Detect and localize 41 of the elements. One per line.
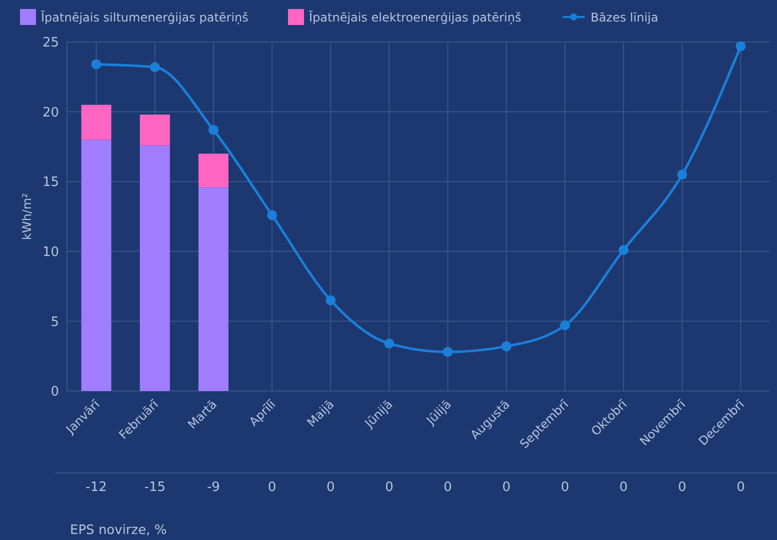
text: 0 <box>326 480 335 495</box>
bar <box>198 187 228 391</box>
point <box>736 41 746 52</box>
y-tick-label: 15 <box>42 175 59 190</box>
text: -15 <box>144 480 166 495</box>
point <box>326 295 336 306</box>
point <box>91 59 102 70</box>
bar <box>81 140 112 391</box>
legend-label: Īpatnējais elektroenerģijas patēriņš <box>309 10 522 24</box>
point <box>267 210 278 220</box>
y-axis-title: kWh/m² <box>20 192 34 240</box>
text: 0 <box>385 480 394 495</box>
point <box>150 62 160 72</box>
point <box>501 341 512 352</box>
point <box>384 338 394 349</box>
y-tick-label: 5 <box>50 314 59 330</box>
text: 0 <box>619 480 628 495</box>
text: 0 <box>678 480 686 495</box>
text: 0 <box>502 480 511 495</box>
point <box>677 170 688 180</box>
point <box>208 124 218 135</box>
legend-label: Bāzes līnija <box>590 10 658 24</box>
y-tick-label: 25 <box>42 36 59 51</box>
y-tick-label: 20 <box>42 105 59 120</box>
bar <box>81 104 112 140</box>
y-tick-label: 10 <box>42 244 59 260</box>
text: 0 <box>736 480 745 495</box>
point <box>442 346 453 357</box>
y-tick-label: 0 <box>50 384 59 400</box>
text: -12 <box>86 480 107 495</box>
point <box>618 245 629 256</box>
bar <box>140 145 170 391</box>
bar <box>198 154 228 188</box>
legend-label: Īpatnējais siltumenerģijas patēriņš <box>41 10 248 24</box>
text: -9 <box>206 480 220 495</box>
point <box>560 320 570 330</box>
bar <box>140 114 170 146</box>
text: 0 <box>268 480 276 495</box>
text: EPS novirze, % <box>70 523 167 538</box>
text: 0 <box>560 480 570 495</box>
text: 0 <box>444 480 452 495</box>
